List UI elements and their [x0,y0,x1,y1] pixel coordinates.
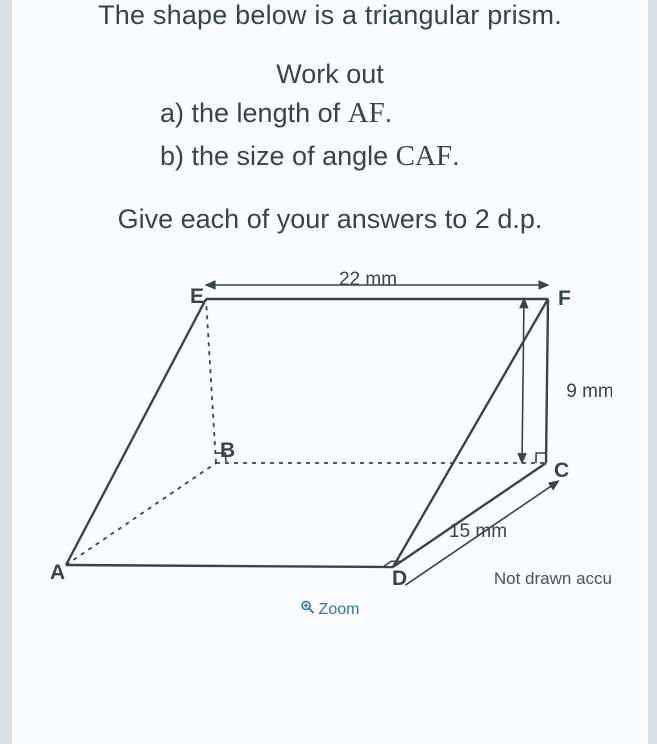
not-drawn-accurately-text: Not drawn accu [494,569,612,589]
svg-text:A: A [50,561,65,584]
svg-text:9 mm: 9 mm [566,381,612,402]
magnifier-icon [301,600,315,614]
intro-text: The shape below is a triangular prism. [48,0,612,31]
svg-text:22 mm: 22 mm [339,269,397,290]
document-sheet: The shape below is a triangular prism. W… [12,0,648,744]
question-b: b) the size of angle CAF. [160,137,612,176]
svg-text:D: D [392,567,407,590]
qb-prefix: b) the size of angle [160,141,396,171]
zoom-control[interactable]: Zoom [301,600,360,619]
qb-variable: CAF [396,140,452,172]
qa-suffix: . [385,98,393,128]
prism-svg: 22 mm 9 mm 15 mm A B C D E F [48,257,612,617]
question-a: a) the length of AF. [160,94,612,133]
svg-text:E: E [190,285,204,308]
qb-suffix: . [452,141,460,171]
instruction-text: Give each of your answers to 2 d.p. [48,204,612,235]
svg-text:B: B [220,439,235,462]
prism-diagram: 22 mm 9 mm 15 mm A B C D E F Not drawn accu Zoom [48,257,612,627]
qa-prefix: a) the length of [160,98,348,128]
zoom-label: Zoom [319,601,360,618]
work-out-text: Work out [48,59,612,90]
svg-text:F: F [558,287,571,310]
qa-variable: AF [348,97,385,129]
svg-text:15 mm: 15 mm [449,521,507,542]
svg-text:C: C [554,459,569,482]
